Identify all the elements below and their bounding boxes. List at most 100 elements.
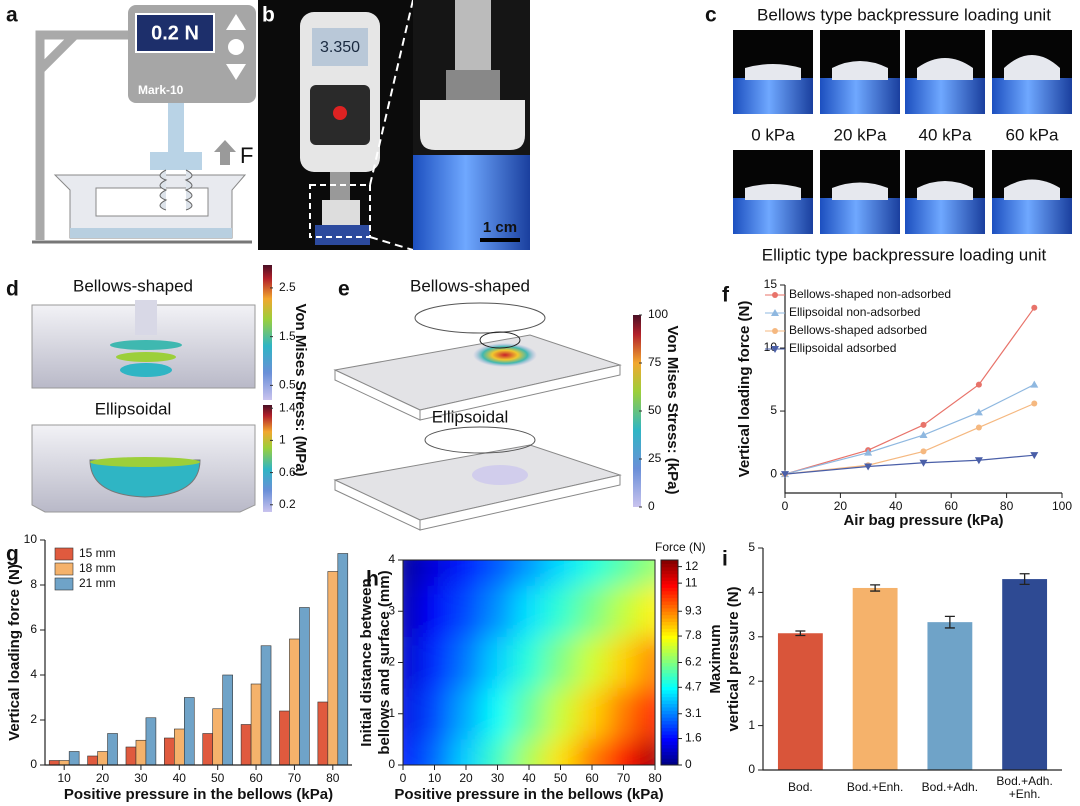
heat-cell xyxy=(513,560,545,586)
colorbar-step xyxy=(661,631,678,636)
y-tick-label: 0 xyxy=(770,466,777,480)
sim-title: Ellipsoidal xyxy=(95,399,172,418)
x-tick-label: 20 xyxy=(834,499,848,513)
heat-cell xyxy=(450,688,482,740)
sample xyxy=(322,200,360,228)
colorbar-step xyxy=(661,700,678,704)
y-tick-label: 0 xyxy=(30,757,37,771)
force-label: F xyxy=(240,143,253,168)
colorbar-step xyxy=(661,580,678,585)
y-tick-label: 6 xyxy=(30,622,37,636)
x-tick-label: 20 xyxy=(96,771,110,785)
colorbar-tick-label: 0 xyxy=(685,757,692,771)
y-tick-label: 5 xyxy=(770,403,777,417)
legend-label: 18 mm xyxy=(79,561,116,575)
x-tick-label: 30 xyxy=(491,771,505,785)
colorbar-step xyxy=(661,706,678,711)
force-arrow xyxy=(214,140,236,165)
y-tick-label: 4 xyxy=(388,552,395,566)
colorbar-label: Force (N) xyxy=(655,540,706,554)
heat-cell xyxy=(418,585,451,637)
colorbar-label: Von Mises Stress: (kPa) xyxy=(664,326,681,495)
colorbar-step xyxy=(661,570,678,575)
base-plate xyxy=(70,228,232,238)
colorbar-tick-label: 100 xyxy=(648,307,668,321)
legend-marker xyxy=(771,309,779,316)
bar xyxy=(48,760,60,766)
colorbar-step xyxy=(661,730,678,735)
y-tick-label: 8 xyxy=(30,577,37,591)
legend-marker xyxy=(771,346,779,353)
cap xyxy=(1004,55,1060,80)
y-tick-label: 1 xyxy=(388,706,395,720)
cap xyxy=(745,64,801,80)
bar xyxy=(135,739,147,766)
bar xyxy=(260,645,272,766)
heat-cell xyxy=(607,560,640,586)
legend-label: Bellows-shaped non-adsorbed xyxy=(789,287,951,301)
cylinder xyxy=(992,78,1072,114)
heat-cell xyxy=(544,739,577,765)
heatmap xyxy=(403,560,655,765)
heat-cell xyxy=(450,585,482,637)
colorbar-step xyxy=(661,734,678,739)
colorbar-tick-label: 11 xyxy=(685,575,698,589)
colorbar-step xyxy=(661,577,678,581)
display-reading: 0.2 N xyxy=(151,22,199,44)
row-title: Bellows type backpressure loading unit xyxy=(757,5,1051,24)
gantry xyxy=(35,30,130,240)
axes xyxy=(44,540,352,766)
x-tick-label: Bod. xyxy=(788,780,813,794)
colorbar-step xyxy=(661,652,678,657)
shaft xyxy=(168,103,184,155)
bar xyxy=(164,737,175,766)
sim-title: Ellipsoidal xyxy=(432,407,509,426)
bar xyxy=(87,755,98,766)
point xyxy=(864,448,873,456)
colorbar-step xyxy=(661,744,678,749)
error-bar xyxy=(795,630,806,637)
bar xyxy=(852,587,898,770)
y-tick-label: 5 xyxy=(748,540,755,554)
brand: Mark-10 xyxy=(138,83,184,97)
heat-cell xyxy=(481,688,514,740)
legend-swatch xyxy=(54,562,74,576)
point xyxy=(1031,304,1038,311)
x-tick-label: 70 xyxy=(617,771,631,785)
point xyxy=(919,459,928,467)
legend-marker xyxy=(772,292,778,298)
button xyxy=(228,39,244,55)
cap xyxy=(745,184,801,200)
x-tick-label: Bod.+Adh. xyxy=(996,774,1052,788)
colorbar-step xyxy=(661,659,678,663)
colorbar-step xyxy=(661,563,678,568)
colorbar-step xyxy=(661,672,678,677)
axes xyxy=(784,285,1062,494)
colorbar-step xyxy=(661,724,678,728)
heat-cell xyxy=(576,560,608,586)
y-axis-label: Maximum xyxy=(707,624,724,693)
colorbar-step xyxy=(661,710,678,715)
sim-shaft xyxy=(135,300,157,335)
row-title: Elliptic type backpressure loading unit xyxy=(762,245,1047,264)
hotspot xyxy=(472,465,528,485)
colorbar-step xyxy=(661,604,678,609)
x-tick-label: 20 xyxy=(459,771,473,785)
y-axis-label: Vertical loading force (N) xyxy=(6,564,23,741)
bar xyxy=(68,751,80,766)
colorbar-step xyxy=(661,679,678,684)
colorbar-step xyxy=(661,717,678,722)
pressure-label: 20 kPa xyxy=(834,125,887,144)
sim-stress xyxy=(110,340,182,350)
point xyxy=(781,471,789,479)
colorbar-step xyxy=(661,720,678,725)
colorbar-step xyxy=(661,741,678,745)
colorbar-step xyxy=(661,665,678,670)
colorbar-step xyxy=(661,645,678,650)
bar xyxy=(145,717,157,766)
error-bar xyxy=(1019,573,1030,586)
x-tick-label: 60 xyxy=(585,771,599,785)
bar xyxy=(327,571,339,766)
heat-cell xyxy=(403,688,419,740)
